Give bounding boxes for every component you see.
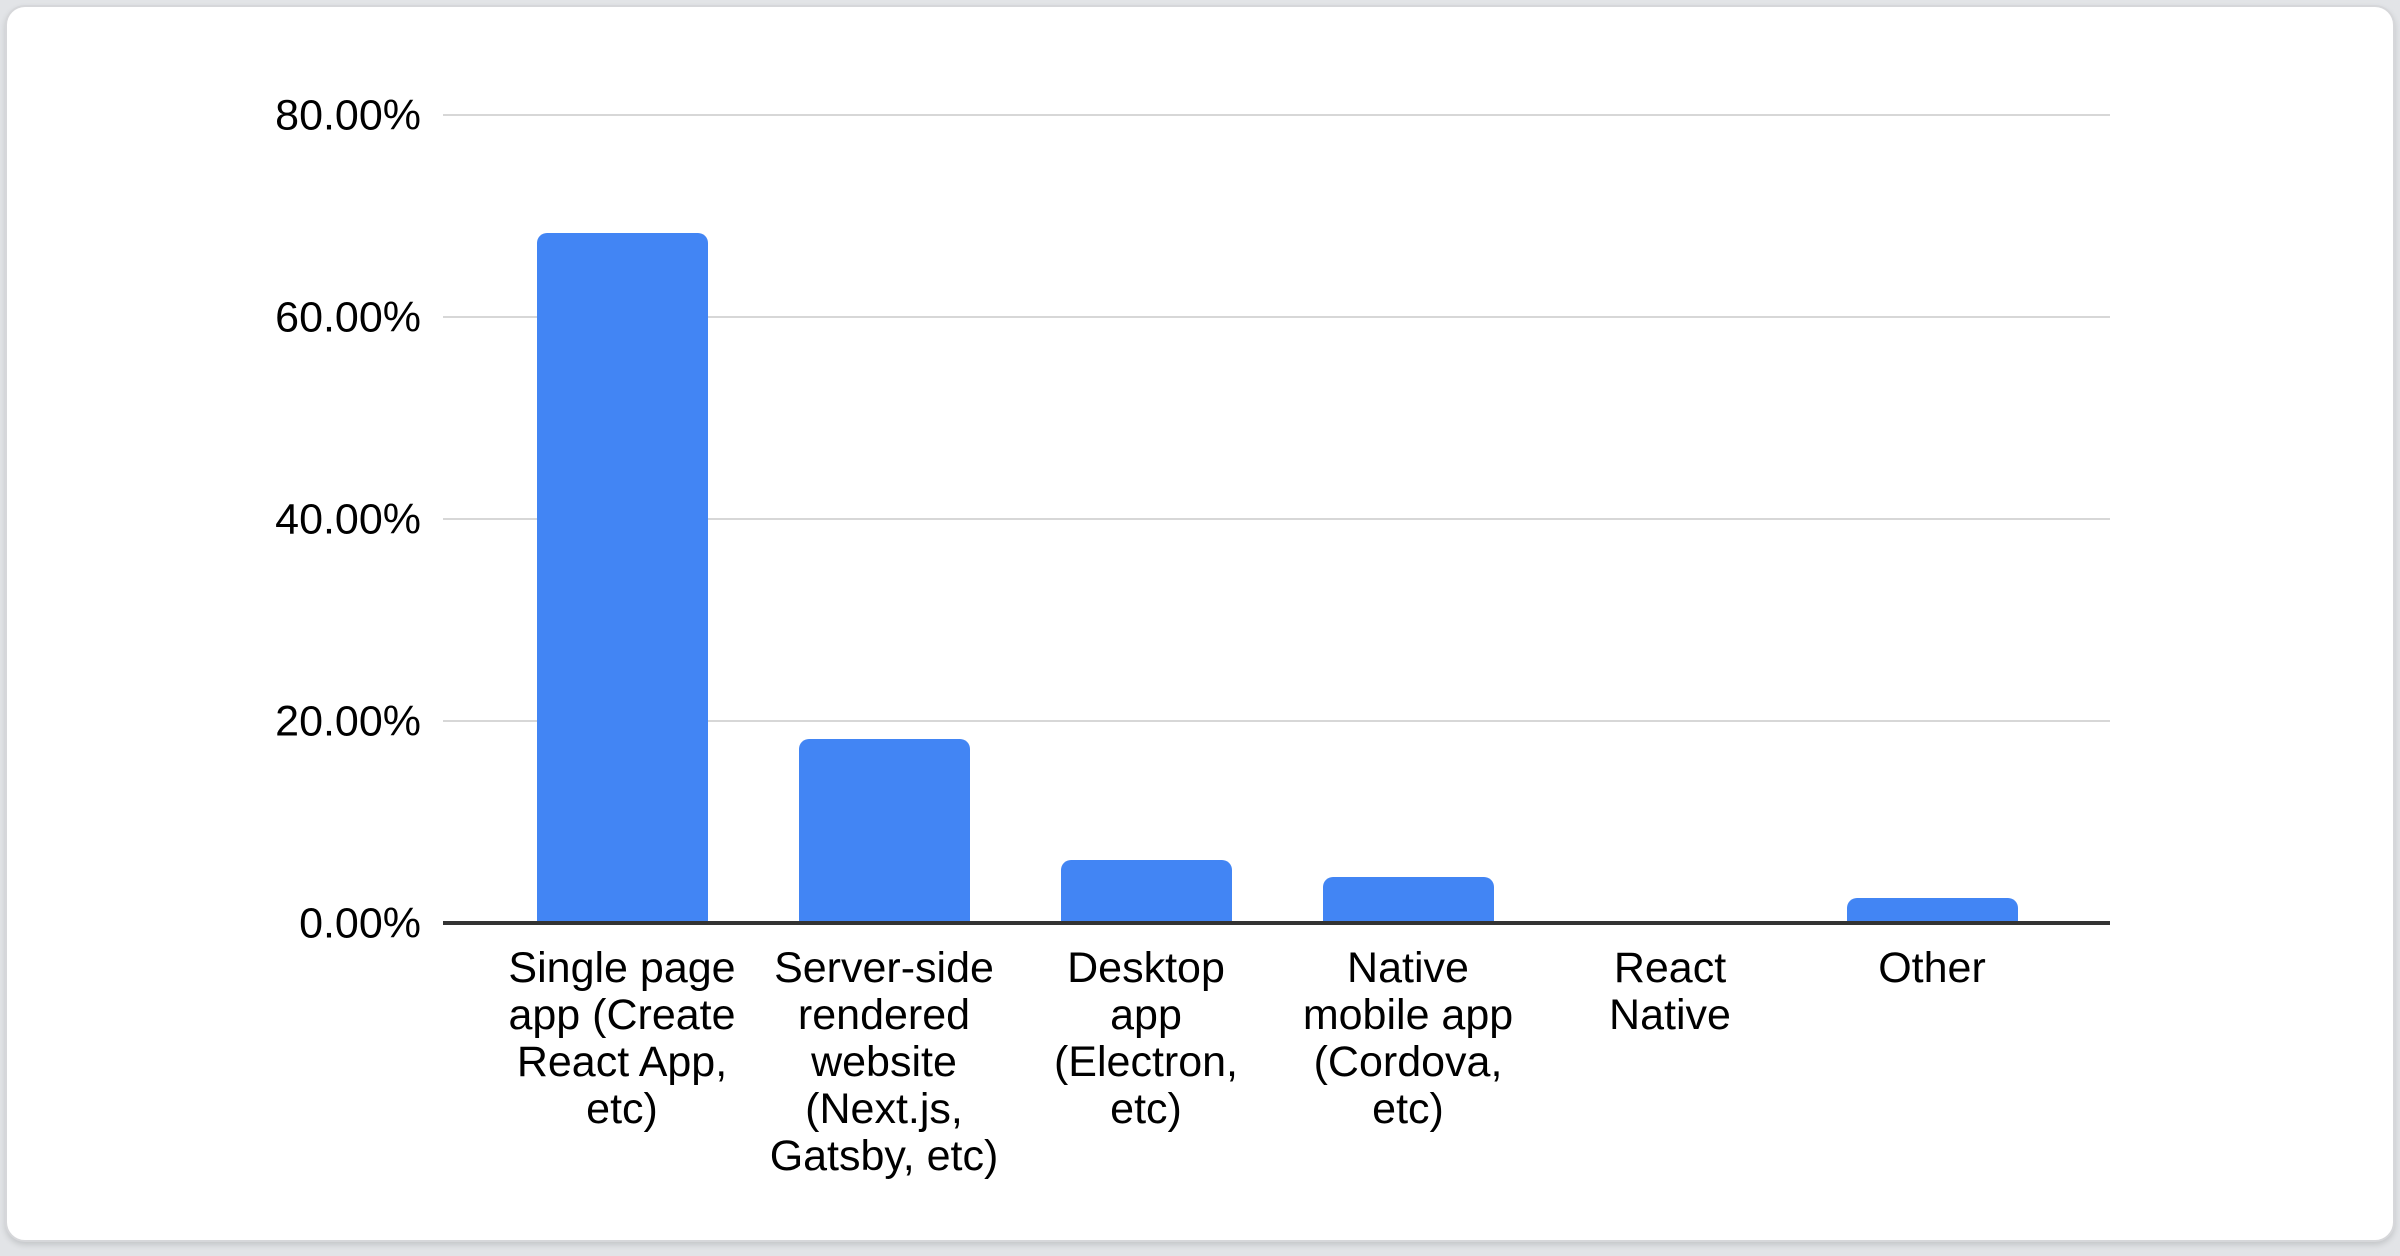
x-axis-label-single-page-app: Single page app (Create React App, etc) (508, 944, 736, 1133)
plot-area (491, 115, 2063, 923)
x-axis-label-native-mobile-app: Native mobile app (Cordova, etc) (1302, 944, 1514, 1133)
bar-column-desktop-app (1015, 115, 1277, 923)
gridline-20-percent (443, 720, 2110, 722)
bar-column-other (1801, 115, 2063, 923)
bar-single-page-app (536, 233, 708, 923)
gridline-80-percent (443, 114, 2110, 116)
bar-desktop-app (1060, 860, 1232, 923)
y-axis-tick-label-60: 60.00% (275, 293, 421, 342)
bar-native-mobile-app (1322, 876, 1494, 923)
bar-column-server-side-rendered (753, 115, 1015, 923)
bar-other (1846, 897, 2018, 923)
x-axis-label-desktop-app: Desktop app (Electron, etc) (1053, 944, 1238, 1133)
x-axis-line (443, 921, 2110, 925)
x-axis-labels: Single page app (Create React App, etc) … (491, 945, 2063, 1180)
y-axis-tick-label-0: 0.00% (299, 899, 421, 948)
y-axis-tick-label-40: 40.00% (275, 495, 421, 544)
gridline-40-percent (443, 518, 2110, 520)
bar-column-native-mobile-app (1277, 115, 1539, 923)
x-axis-label-server-side-rendered: Server-side rendered website (Next.js, G… (769, 944, 999, 1180)
x-axis-label-react-native: React Native (1609, 944, 1731, 1039)
chart-card: 80.00% 60.00% 40.00% 20.00% 0.00% (5, 5, 2395, 1242)
y-axis-tick-label-20: 20.00% (275, 697, 421, 746)
x-axis-label-other: Other (1878, 944, 1986, 992)
y-axis-tick-label-80: 80.00% (275, 91, 421, 140)
bar-column-single-page-app (491, 115, 753, 923)
gridline-60-percent (443, 316, 2110, 318)
bar-server-side-rendered (798, 739, 970, 923)
bar-column-react-native (1539, 115, 1801, 923)
